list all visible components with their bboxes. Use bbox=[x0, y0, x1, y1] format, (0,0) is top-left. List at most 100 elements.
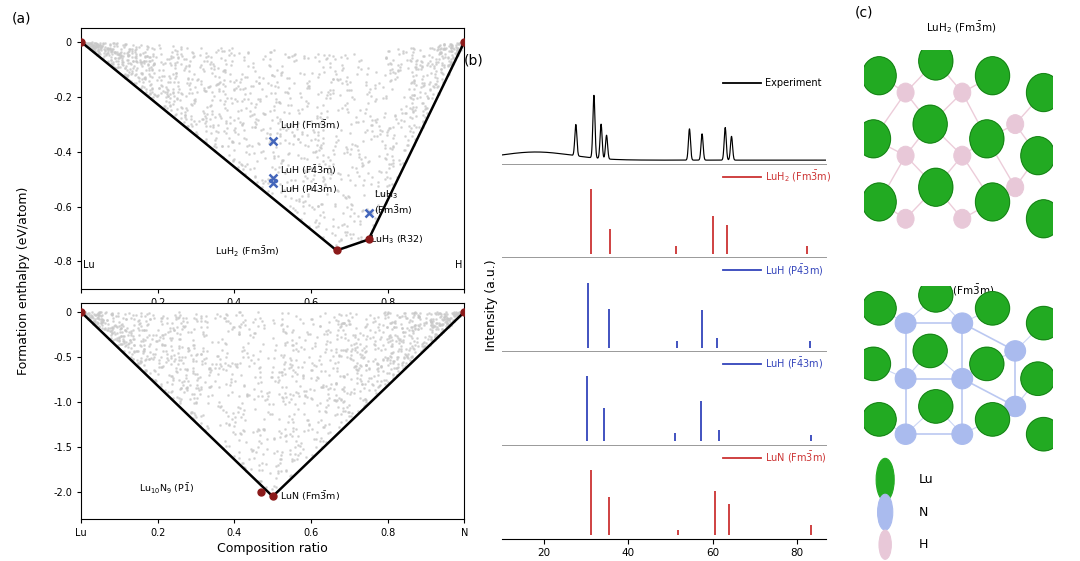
Point bbox=[90, 40, 107, 49]
Point bbox=[287, 425, 305, 434]
Point bbox=[282, 470, 299, 479]
Point bbox=[446, 309, 463, 318]
Point bbox=[177, 91, 194, 100]
Point bbox=[321, 50, 338, 59]
Point bbox=[244, 123, 261, 132]
Point bbox=[132, 55, 149, 64]
Point bbox=[454, 308, 471, 317]
Point bbox=[379, 335, 396, 344]
Point bbox=[249, 73, 267, 82]
Point bbox=[175, 377, 192, 386]
Point bbox=[276, 467, 294, 476]
Point bbox=[454, 307, 471, 316]
Point bbox=[368, 358, 386, 367]
Point bbox=[141, 72, 159, 81]
Point bbox=[352, 370, 369, 379]
Point bbox=[404, 333, 421, 342]
Point bbox=[97, 49, 114, 58]
Point bbox=[294, 127, 311, 136]
Point bbox=[430, 309, 447, 318]
Point bbox=[444, 317, 461, 326]
Point bbox=[265, 102, 282, 111]
Point bbox=[368, 376, 386, 385]
Point bbox=[431, 48, 448, 57]
Point bbox=[447, 310, 464, 319]
Point bbox=[337, 227, 354, 236]
Point bbox=[281, 389, 298, 398]
Point bbox=[135, 57, 152, 66]
Point bbox=[184, 48, 201, 57]
Point bbox=[357, 396, 375, 404]
Point bbox=[227, 418, 244, 427]
Point bbox=[197, 86, 214, 95]
Point bbox=[164, 324, 181, 333]
Point bbox=[273, 315, 291, 324]
Point bbox=[102, 52, 119, 61]
Point bbox=[336, 192, 353, 201]
Point bbox=[170, 360, 187, 369]
Point bbox=[364, 121, 381, 130]
Point bbox=[285, 417, 302, 426]
Point bbox=[395, 332, 413, 341]
Point bbox=[188, 310, 205, 319]
Point bbox=[183, 119, 200, 128]
Point bbox=[376, 108, 393, 117]
Point bbox=[136, 341, 153, 350]
Point bbox=[308, 375, 325, 384]
Point bbox=[280, 160, 297, 169]
Point bbox=[210, 120, 227, 129]
Point bbox=[125, 332, 143, 341]
Point bbox=[349, 369, 366, 378]
Circle shape bbox=[1026, 417, 1061, 451]
Point bbox=[404, 327, 421, 335]
Point bbox=[146, 365, 163, 374]
Point bbox=[229, 113, 246, 122]
Point bbox=[167, 366, 185, 375]
Point bbox=[341, 229, 359, 238]
Point bbox=[413, 57, 430, 66]
Point bbox=[176, 322, 193, 331]
Point bbox=[338, 402, 355, 411]
Circle shape bbox=[970, 120, 1004, 158]
Point bbox=[433, 329, 450, 338]
Circle shape bbox=[1021, 362, 1055, 396]
Point bbox=[165, 356, 183, 365]
Point bbox=[179, 73, 197, 82]
Point bbox=[382, 319, 400, 328]
Point bbox=[380, 46, 397, 55]
Point bbox=[443, 58, 460, 67]
Point bbox=[345, 209, 362, 218]
Point bbox=[183, 115, 200, 124]
Point bbox=[429, 330, 446, 339]
Point bbox=[350, 57, 367, 66]
Point bbox=[369, 182, 387, 191]
Point bbox=[120, 348, 137, 357]
Point bbox=[426, 62, 443, 71]
Point bbox=[285, 79, 302, 88]
Point bbox=[188, 393, 205, 402]
Point bbox=[106, 334, 123, 343]
Point bbox=[379, 182, 396, 191]
Point bbox=[391, 312, 408, 321]
Point bbox=[102, 323, 119, 332]
Point bbox=[110, 59, 127, 68]
Point bbox=[397, 47, 415, 56]
Point bbox=[184, 407, 201, 416]
Point bbox=[408, 94, 426, 103]
Point bbox=[303, 394, 321, 403]
Point bbox=[149, 75, 166, 84]
Point bbox=[342, 388, 360, 397]
Point bbox=[235, 126, 253, 135]
Point bbox=[141, 90, 159, 99]
Point bbox=[212, 95, 229, 104]
Point bbox=[120, 309, 137, 318]
Point bbox=[384, 142, 402, 151]
Point bbox=[314, 208, 332, 217]
Point bbox=[301, 330, 319, 339]
Point bbox=[265, 46, 282, 55]
Point bbox=[158, 92, 175, 101]
Point bbox=[355, 402, 373, 411]
Point bbox=[102, 39, 119, 48]
Point bbox=[214, 443, 231, 452]
Point bbox=[254, 109, 271, 118]
